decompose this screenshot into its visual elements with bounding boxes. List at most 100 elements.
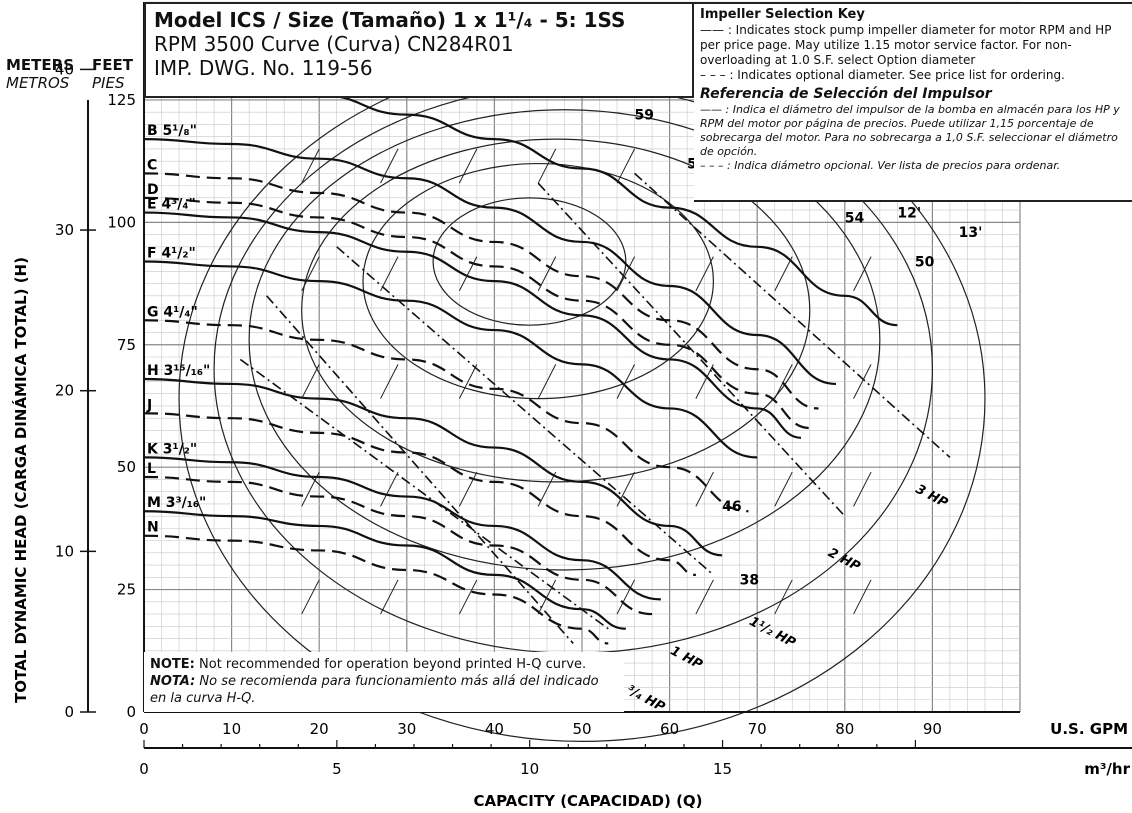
impeller-curve-9 [143, 456, 661, 601]
impeller-curve-12 [143, 534, 609, 645]
npsh-tick [301, 579, 320, 615]
y-tick-feet-label: 50 [117, 458, 136, 476]
npsh-label-4: 13' [959, 225, 983, 241]
impeller-curves [143, 79, 898, 645]
impeller-label-6: G 4¹/₄" [147, 304, 198, 320]
impeller-label-11: M 3³/₁₆" [147, 495, 206, 511]
x-axis-title: CAPACITY (CAPACIDAD) (Q) [473, 792, 702, 810]
x-tick-gpm-label: 70 [748, 720, 767, 738]
efficiency-label-11: 38 [740, 573, 759, 589]
efficiency-label-8: 54 [845, 210, 865, 226]
x-tick-gpm-label: 40 [485, 720, 504, 738]
hp-label-1: 2 HP [825, 546, 862, 575]
x-tick-gpm-label: 90 [923, 720, 942, 738]
impeller-label-2: C [147, 157, 157, 173]
hp-label-3: 1 HP [668, 644, 705, 673]
npsh-tick [695, 579, 714, 615]
impeller-label-3: D [147, 182, 159, 198]
impeller-curve-1 [143, 138, 837, 386]
npsh-tick [458, 148, 478, 184]
npsh-tick [616, 471, 636, 507]
y-tick-feet-label: 125 [107, 91, 136, 109]
x-tick-m3hr-label: 5 [332, 760, 342, 778]
hp-line-3 [239, 358, 609, 630]
feet-label: FEET [92, 56, 133, 74]
title-box: Model ICS / Size (Tamaño) 1 x 1¹/₄ - 5: … [144, 2, 694, 98]
npsh-tick [774, 256, 793, 292]
npsh-tick [301, 148, 320, 184]
y-tick-feet-label: 0 [126, 703, 136, 721]
npsh-tick [774, 579, 793, 615]
x-tick-gpm-label: 80 [835, 720, 854, 738]
impeller-curve-4 [143, 211, 802, 439]
npsh-tick [380, 364, 399, 399]
npsh-tick [537, 256, 557, 292]
impeller-selection-key: Impeller Selection Key —— : Indicates st… [694, 2, 1132, 202]
impeller-label-7: H 3¹⁵/₁₆" [147, 363, 210, 379]
x-tick-gpm-label: 10 [222, 720, 241, 738]
note-es-text-2: en la curva H-Q. [150, 691, 256, 706]
key-stock-es: —— : Indica el diámetro del impulsor de … [700, 103, 1120, 158]
note-es-2: en la curva H-Q. [150, 690, 618, 707]
x-tick-m3hr-label: 15 [713, 760, 732, 778]
npsh-tick [853, 256, 872, 292]
npsh-tick [301, 471, 320, 507]
impeller-label-1: B 5¹/₈" [147, 123, 197, 139]
y-tick-feet-label: 100 [107, 213, 136, 231]
y-tick-feet-label: 75 [117, 336, 136, 354]
note-es-label: NOTA: [150, 674, 196, 689]
impeller-label-9: K 3¹/₂" [147, 441, 197, 457]
npsh-tick [301, 364, 320, 399]
npsh-tick [380, 256, 399, 292]
x-unit-gpm: U.S. GPM [1050, 720, 1128, 738]
note-en: NOTE: Not recommended for operation beyo… [150, 656, 618, 673]
hp-line-4 [266, 295, 574, 644]
hp-label-2: 1¹/₂ HP [747, 614, 799, 651]
npsh-tick [774, 364, 793, 399]
npsh-tick [853, 579, 872, 615]
key-option-es: – – – : Indica diámetro opcional. Ver li… [700, 159, 1061, 172]
efficiency-island-1 [362, 162, 714, 400]
x-tick-gpm-label: 60 [660, 720, 679, 738]
note-box: NOTE: Not recommended for operation beyo… [144, 652, 624, 712]
impeller-curve-11 [143, 510, 626, 630]
y-tick-meter-label: 40 [55, 60, 74, 78]
meters-unit: METERS METROS [6, 56, 74, 92]
impeller-curve-7 [143, 377, 723, 557]
impeller-label-4: E 4³/₄" [147, 197, 196, 213]
feet-unit: FEET PIES [92, 56, 133, 92]
npsh-tick [616, 364, 636, 399]
impeller-label-8: J [146, 397, 152, 413]
note-es: NOTA: No se recomienda para funcionamien… [150, 673, 618, 690]
key-option-en: – – – : Indicates optional diameter. See… [700, 68, 1065, 82]
y-tick-meter-label: 20 [55, 382, 74, 400]
npsh-tick [380, 471, 399, 507]
hp-line-1 [537, 182, 846, 517]
key-title-en: Impeller Selection Key [700, 7, 865, 22]
x-unit-m3hr: m³/hr [1084, 760, 1130, 778]
npsh-tick [695, 256, 714, 292]
efficiency-label-10: 46 [722, 499, 741, 515]
npsh-tick [458, 364, 478, 399]
efficiency-island-0 [432, 197, 627, 326]
impeller-label-5: F 4¹/₂" [147, 246, 196, 262]
impeller-curve-6 [143, 319, 749, 513]
y-tick-meter-label: 10 [55, 542, 74, 560]
note-en-label: NOTE: [150, 657, 195, 672]
x-tick-gpm-label: 20 [310, 720, 329, 738]
efficiency-island-3 [248, 109, 881, 571]
y-tick-meter-label: 30 [55, 221, 74, 239]
npsh-label-3: 12' [897, 205, 921, 221]
efficiency-label-5: 59 [635, 108, 654, 124]
npsh-tick [537, 471, 557, 507]
y-tick-meter-label: 0 [64, 703, 74, 721]
npsh-tick [853, 364, 872, 399]
impeller-curve-10 [143, 475, 653, 616]
x-tick-m3hr-label: 0 [139, 760, 149, 778]
npsh-tick [301, 256, 320, 292]
key-title-es: Referencia de Selección del Impulsor [700, 86, 992, 102]
npsh-tick [380, 579, 399, 615]
